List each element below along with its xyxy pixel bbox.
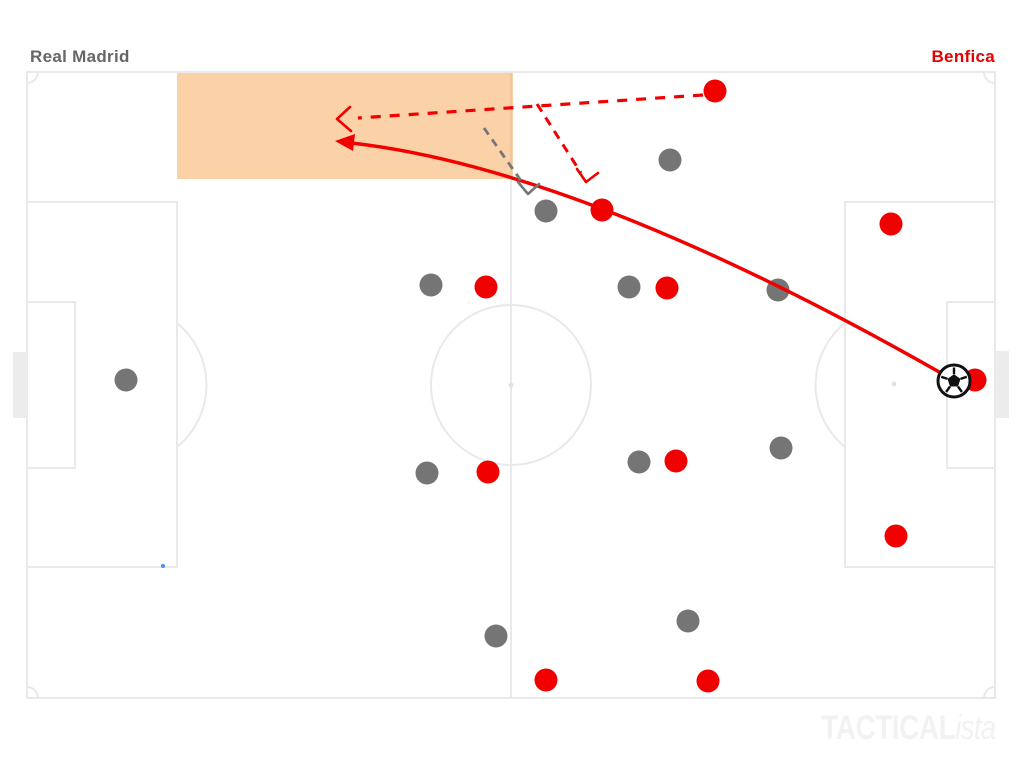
- player-dot-away[interactable]: [474, 275, 498, 299]
- player-dot-away[interactable]: [879, 212, 903, 236]
- corner-arc-top-left: [26, 71, 39, 84]
- run-arrow-dashed-red-long-head: [335, 105, 353, 133]
- watermark-script: ista: [954, 709, 996, 747]
- pass-arrow-solid-red-head: [335, 134, 355, 151]
- run-arrow-dashed-red-short-head: [575, 167, 600, 184]
- penalty-arc-left: [176, 322, 208, 448]
- player-dot-home[interactable]: [769, 436, 793, 460]
- player-dot-away[interactable]: [655, 276, 679, 300]
- goal-left: [13, 352, 27, 418]
- player-dot-away[interactable]: [476, 460, 500, 484]
- player-dot-away[interactable]: [664, 449, 688, 473]
- run-arrow-dashed-red-long[interactable]: [357, 93, 704, 120]
- player-dot-away[interactable]: [703, 79, 727, 103]
- corner-arc-bottom-left: [26, 686, 39, 699]
- penalty-arc-right: [814, 322, 846, 448]
- player-dot-home[interactable]: [484, 624, 508, 648]
- player-dot-away[interactable]: [696, 669, 720, 693]
- goal-right: [995, 351, 1009, 418]
- player-dot-home[interactable]: [676, 609, 700, 633]
- player-dot-home[interactable]: [114, 368, 138, 392]
- player-dot-home[interactable]: [617, 275, 641, 299]
- corner-arc-bottom-right: [983, 686, 996, 699]
- run-arrow-dashed-gray[interactable]: [482, 127, 526, 186]
- run-arrow-dashed-gray-head: [516, 180, 541, 196]
- player-dot-home[interactable]: [658, 148, 682, 172]
- player-dot-away[interactable]: [884, 524, 908, 548]
- player-dot-home[interactable]: [419, 273, 443, 297]
- cursor-marker-dot: [161, 564, 165, 568]
- player-dot-away[interactable]: [534, 668, 558, 692]
- player-dot-home[interactable]: [415, 461, 439, 485]
- watermark-caps: TACTICAL: [820, 709, 955, 747]
- corner-arc-top-right: [983, 71, 996, 84]
- pass-arrow-solid-red[interactable]: [341, 140, 942, 375]
- run-arrow-dashed-red-short[interactable]: [535, 103, 583, 174]
- home-team-label: Real Madrid: [30, 47, 130, 66]
- center-circle: [430, 304, 592, 466]
- away-team-label: Benfica: [931, 47, 995, 66]
- ball-icon[interactable]: [936, 363, 972, 399]
- tacticalista-watermark: TACTICALista: [820, 709, 996, 747]
- center-spot: [508, 382, 514, 388]
- player-dot-home[interactable]: [627, 450, 651, 474]
- penalty-spot: [891, 381, 897, 387]
- player-dot-home[interactable]: [534, 199, 558, 223]
